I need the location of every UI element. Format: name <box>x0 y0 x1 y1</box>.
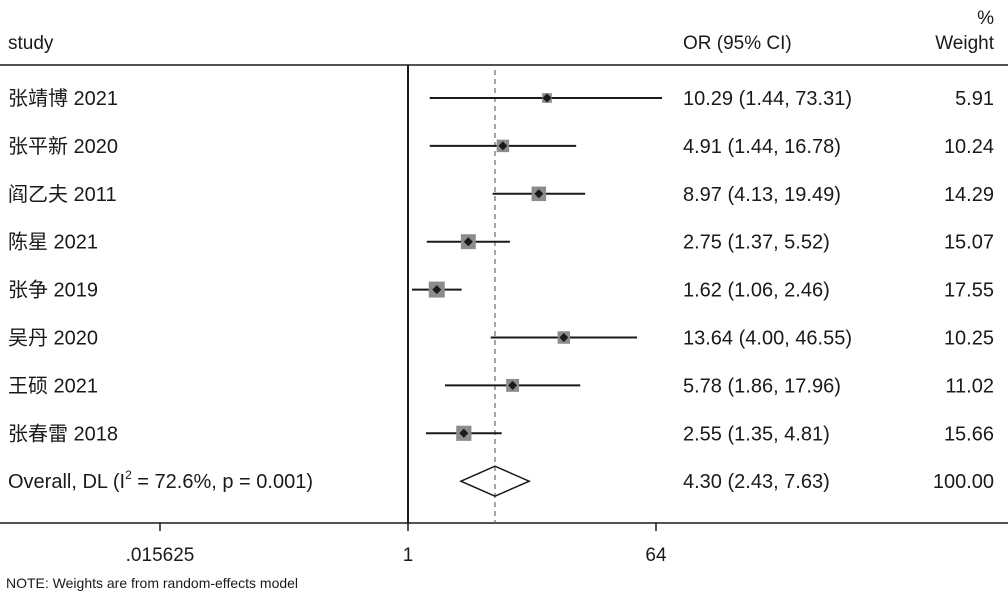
overall-or-ci-value: 4.30 (2.43, 7.63) <box>683 471 830 493</box>
overall-label-suffix: = 72.6%, p = 0.001) <box>132 471 313 493</box>
study-label: 陈星 2021 <box>8 231 98 254</box>
point-estimate-marker <box>534 189 544 199</box>
study-row: 阎乙夫 2011 8.97 (4.13, 19.49) 14.29 <box>8 183 994 206</box>
or-ci-value: 5.78 (1.86, 17.96) <box>683 375 841 397</box>
weight-value: 15.07 <box>944 232 994 254</box>
study-label: 王硕 2021 <box>8 375 98 397</box>
point-estimate-marker <box>559 333 569 342</box>
weight-value: 10.24 <box>944 136 994 158</box>
study-row: 王硕 2021 5.78 (1.86, 17.96) 11.02 <box>8 375 994 397</box>
study-label: 张争 2019 <box>8 279 98 302</box>
point-estimate-marker <box>463 237 473 247</box>
study-row: 张靖博 2021 10.29 (1.44, 73.31) 5.91 <box>8 87 994 110</box>
weight-value: 15.66 <box>944 423 994 445</box>
x-tick-label: .015625 <box>126 545 195 566</box>
study-label: 张春雷 2018 <box>8 422 118 445</box>
point-estimate-marker <box>459 428 469 438</box>
or-ci-value: 10.29 (1.44, 73.31) <box>683 88 852 110</box>
study-row: 吴丹 2020 13.64 (4.00, 46.55) 10.25 <box>8 328 994 350</box>
overall-diamond <box>459 465 532 498</box>
study-label: 吴丹 2020 <box>8 328 98 350</box>
weight-header-percent: % <box>977 8 994 29</box>
study-label: 张平新 2020 <box>8 135 118 158</box>
study-row: 张春雷 2018 2.55 (1.35, 4.81) 15.66 <box>8 422 994 445</box>
x-axis-ticks: .015625 1 64 <box>126 523 667 566</box>
study-row: 陈星 2021 2.75 (1.37, 5.52) 15.07 <box>8 231 994 254</box>
point-estimate-marker <box>542 93 552 103</box>
weights-note: NOTE: Weights are from random-effects mo… <box>6 575 298 591</box>
weight-value: 10.25 <box>944 328 994 350</box>
or-ci-value: 8.97 (4.13, 19.49) <box>683 184 841 206</box>
overall-row: Overall, DL (I2 = 72.6%, p = 0.001) 4.30 … <box>8 465 994 498</box>
weight-value: 17.55 <box>944 280 994 302</box>
weight-value: 11.02 <box>945 375 994 397</box>
point-estimate-marker <box>508 380 518 390</box>
overall-label-superscript: 2 <box>125 468 132 482</box>
x-tick-label: 1 <box>403 545 414 566</box>
x-tick-label: 64 <box>645 545 667 566</box>
study-row: 张争 2019 1.62 (1.06, 2.46) 17.55 <box>8 279 994 302</box>
study-label: 阎乙夫 2011 <box>8 183 117 206</box>
weight-value: 14.29 <box>944 184 994 206</box>
or-ci-value: 2.75 (1.37, 5.52) <box>683 232 830 254</box>
or-ci-value: 13.64 (4.00, 46.55) <box>683 328 852 350</box>
weight-header: Weight <box>935 33 995 54</box>
or-ci-header: OR (95% CI) <box>683 33 792 54</box>
study-label: 张靖博 2021 <box>8 87 118 110</box>
weight-value: 5.91 <box>955 88 994 110</box>
overall-label: Overall, DL (I2 = 72.6%, p = 0.001) <box>8 468 313 493</box>
point-estimate-marker <box>432 285 442 295</box>
point-estimate-marker <box>498 141 508 151</box>
study-row: 张平新 2020 4.91 (1.44, 16.78) 10.24 <box>8 135 994 158</box>
or-ci-value: 2.55 (1.35, 4.81) <box>683 423 830 445</box>
or-ci-value: 1.62 (1.06, 2.46) <box>683 280 830 302</box>
overall-weight-value: 100.00 <box>933 471 994 493</box>
study-header: study <box>8 33 54 54</box>
or-ci-value: 4.91 (1.44, 16.78) <box>683 136 841 158</box>
study-rows: 张靖博 2021 10.29 (1.44, 73.31) 5.91 张平新 2020 4… <box>8 87 994 445</box>
overall-label-prefix: Overall, DL (I <box>8 471 125 493</box>
